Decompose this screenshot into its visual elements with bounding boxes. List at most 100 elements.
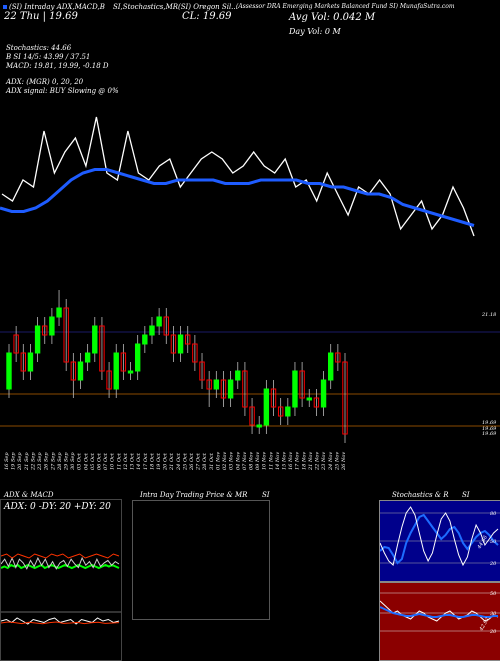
- main-price-chart: 16 Sep 19 Sep 20 Sep 21 Sep 22 Sep 23 Sep 26 S…: [0, 116, 500, 471]
- price-level-label: 19.69: [482, 420, 497, 426]
- x-axis-date-label: 28 Sep: [57, 452, 63, 471]
- candle-body: [270, 388, 277, 408]
- candle-body: [120, 352, 127, 372]
- candle-body: [142, 334, 148, 345]
- candle-body: [106, 370, 112, 390]
- x-axis-date-label: 18 Nov: [301, 452, 307, 470]
- mrsi-svg: 50 30 20 42.92: [380, 591, 500, 635]
- x-axis-date-label: 04 Oct: [83, 452, 89, 470]
- candle-body: [113, 352, 119, 390]
- price-lines-layer: [0, 116, 475, 237]
- header-stoch: Stochastics: 44.66: [6, 44, 72, 52]
- x-axis-date-label: 17 Oct: [143, 452, 149, 470]
- candle-body: [249, 406, 255, 426]
- x-axis-date-label: 04 Nov: [235, 452, 241, 470]
- x-axis-date-label: 01 Nov: [215, 452, 221, 470]
- mrsi-level-20: 20: [489, 629, 497, 635]
- adx-panel-title: ADX & MACD: [4, 491, 54, 499]
- candle-body: [84, 352, 91, 363]
- candle-body: [342, 361, 348, 435]
- candle-body: [134, 343, 141, 372]
- candle-body: [70, 361, 77, 381]
- x-axis-date-label: 13 Oct: [130, 452, 136, 470]
- close-price-line: [1, 116, 475, 237]
- mrsi-panel: 50 30 20 42.92: [379, 582, 500, 661]
- candle-body: [49, 316, 55, 336]
- x-axis-date-label: 14 Oct: [136, 452, 142, 470]
- candle-body: [227, 379, 234, 399]
- x-axis-date-label: 27 Oct: [196, 452, 202, 471]
- x-axis-date-label: 23 Nov: [321, 452, 327, 471]
- x-axis-date-label: 21 Oct: [169, 452, 175, 471]
- x-axis-date-label: 03 Nov: [229, 452, 235, 470]
- x-axis-date-label: 26 Nov: [341, 452, 347, 471]
- candle-body: [256, 424, 262, 428]
- x-axis-date-label: 17 Nov: [295, 452, 301, 470]
- x-axis-date-label: 26 Oct: [189, 452, 195, 471]
- x-axis-date-label: 23 Sep: [37, 452, 43, 471]
- header-macd: MACD: 19.81, 19.99, -0.18 D: [6, 62, 109, 70]
- x-axis-date-label: 19 Sep: [11, 452, 17, 470]
- stoch-level-80: 80: [490, 511, 497, 517]
- candle-body: [6, 352, 12, 390]
- x-axis-date-label: 16 Nov: [288, 452, 294, 470]
- candle-body: [306, 397, 312, 401]
- x-axis-date-label: 08 Nov: [248, 452, 254, 470]
- candle-body: [320, 379, 327, 408]
- candle-body: [313, 397, 320, 408]
- candle-body: [292, 370, 298, 408]
- price-grid-layer: [0, 331, 500, 427]
- price-level-label: 21.18: [481, 312, 496, 318]
- candle-body: [192, 343, 198, 363]
- mrsi-level-30: 30: [490, 611, 497, 617]
- stoch-svg: 80 50 20 44.66: [380, 506, 500, 567]
- stoch-level-20: 20: [489, 561, 497, 567]
- x-axis-date-label: 21 Sep: [24, 452, 30, 471]
- x-axis-date-label: 25 Oct: [182, 452, 188, 471]
- adx-macd-svg: [1, 553, 121, 625]
- intraday-panel: [132, 500, 270, 620]
- candle-body: [127, 370, 134, 374]
- adx-values: ADX: 0 -DY: 20 +DY: 20: [4, 502, 111, 512]
- x-axis-date-label: 29 Sep: [63, 452, 69, 471]
- x-axis-date-label: 11 Oct: [116, 452, 122, 470]
- candle-body: [199, 361, 205, 381]
- x-axis-date-label: 07 Oct: [103, 452, 109, 470]
- stoch-k-line: [380, 506, 499, 567]
- candle-body: [220, 379, 227, 399]
- candle-body: [335, 352, 341, 363]
- x-axis-date-label: 20 Sep: [17, 452, 23, 471]
- candle-body: [299, 370, 305, 399]
- candle-body: [63, 307, 69, 363]
- stoch-panel-title: Stochastics & R: [392, 491, 449, 499]
- header-close: CL: 19.69: [182, 11, 232, 22]
- x-axis-date-label: 07 Nov: [242, 452, 248, 470]
- x-axis-date-label: 22 Sep: [30, 452, 36, 471]
- x-axis-date-label: 26 Sep: [44, 452, 50, 471]
- candle-body: [163, 316, 169, 336]
- x-axis-date-label: 27 Sep: [50, 452, 56, 471]
- x-axis-date-label: 03 Oct: [77, 452, 83, 470]
- price-level-label: 19.69: [482, 426, 497, 432]
- macd-signal-line: [1, 621, 120, 625]
- header-day-vol: Day Vol: 0 M: [289, 27, 341, 36]
- intraday-panel-title: Intra Day Trading Price & MR: [140, 491, 248, 499]
- header-fund-name: (Assessor DRA Emerging Markets Balanced …: [236, 3, 455, 10]
- candle-body: [277, 406, 284, 417]
- mrsi-blue-line: [380, 606, 498, 618]
- candle-body: [77, 361, 84, 381]
- x-axis-date-label: 19 Oct: [156, 452, 162, 470]
- x-axis-date-label: 24 Oct: [176, 452, 182, 471]
- candle-body: [34, 325, 41, 354]
- candle-body: [235, 370, 241, 381]
- x-axis-date-label: 10 Oct: [110, 452, 116, 470]
- x-axis-date-label: 22 Nov: [315, 452, 321, 471]
- candle-body: [177, 334, 184, 354]
- moving-average-line: [0, 168, 475, 227]
- x-axis-date-label: 02 Nov: [222, 452, 228, 470]
- candle-body: [285, 406, 291, 417]
- x-axis-date-label: 31 Oct: [209, 452, 215, 470]
- adx-red-line: [1, 553, 120, 559]
- candle-body: [242, 370, 248, 408]
